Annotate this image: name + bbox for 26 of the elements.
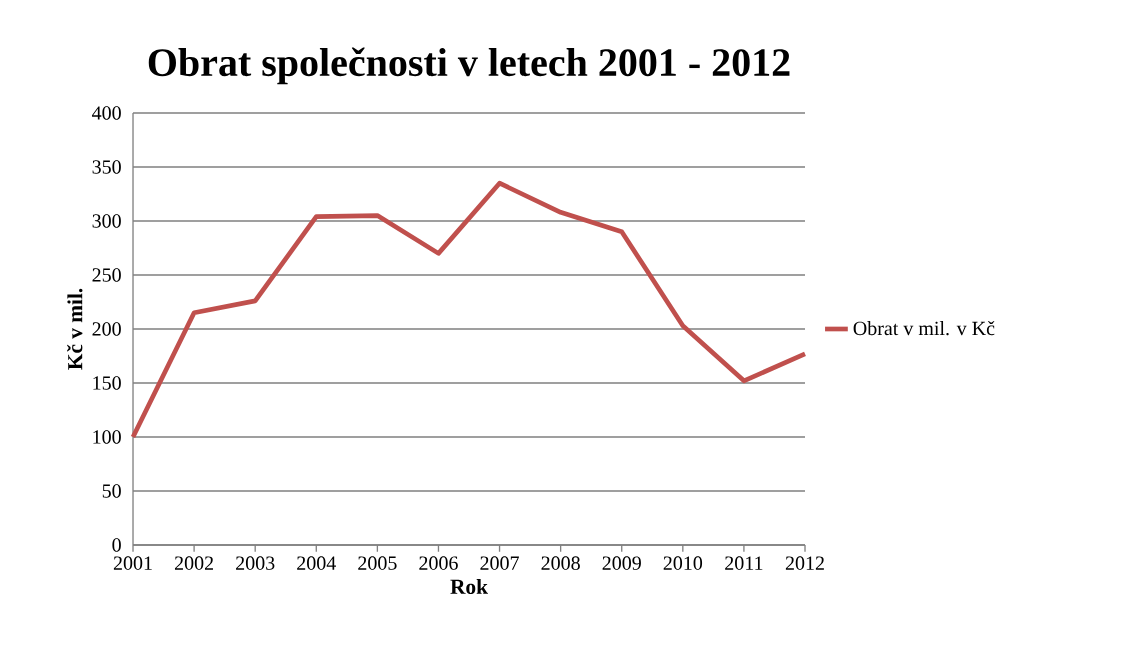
x-tick-label: 2005: [358, 556, 397, 570]
y-tick-label: 100: [93, 430, 121, 444]
x-tick-label: 2002: [174, 556, 213, 570]
x-tick-label: 2010: [663, 556, 703, 570]
x-tick-label: 2008: [541, 556, 580, 570]
x-tick-label: 2006: [419, 556, 458, 570]
legend-label: Obrat v mil. v Kč: [853, 321, 995, 336]
x-axis-title: Rok: [450, 579, 488, 595]
y-axis-title: Kč v mil.: [67, 288, 83, 370]
x-tick-label: 2009: [602, 556, 641, 570]
y-tick-label: 300: [92, 214, 121, 228]
x-tick-label: 2012: [785, 556, 824, 570]
x-tick-label: 2004: [297, 556, 336, 570]
y-tick-label: 400: [92, 106, 121, 120]
y-tick-label: 200: [92, 322, 121, 336]
y-tick-label: 50: [102, 484, 121, 498]
chart-title: Obrat společnosti v letech 2001 - 2012: [148, 47, 790, 85]
x-tick-label: 2011: [725, 556, 763, 570]
y-tick-label: 150: [93, 376, 121, 390]
y-tick-label: 0: [112, 538, 121, 552]
x-tick-label: 2001: [113, 556, 152, 570]
x-tick-label: 2003: [236, 556, 275, 570]
line-series: [130, 180, 808, 440]
y-tick-label: 350: [92, 160, 121, 174]
y-tick-label: 250: [92, 268, 121, 282]
x-tick-label: 2007: [480, 556, 519, 570]
